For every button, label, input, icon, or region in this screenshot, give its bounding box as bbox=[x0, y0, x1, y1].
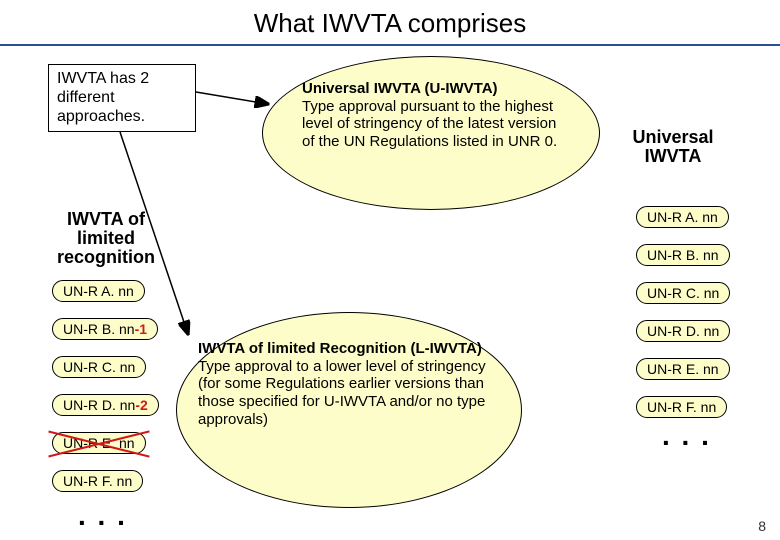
left-pill-1-suffix: -1 bbox=[135, 321, 147, 337]
right-pill-3: UN-R D. nn bbox=[636, 320, 730, 342]
right-pill-5: UN-R F. nn bbox=[636, 396, 727, 418]
left-pill-3-suffix: -2 bbox=[135, 397, 147, 413]
left-pill-2: UN-R C. nn bbox=[52, 356, 146, 378]
left-dots: . . . bbox=[78, 500, 127, 532]
right-pill-0: UN-R A. nn bbox=[636, 206, 729, 228]
right-pill-1: UN-R B. nn bbox=[636, 244, 730, 266]
left-pill-5: UN-R F. nn bbox=[52, 470, 143, 492]
arrows bbox=[0, 0, 780, 540]
right-pill-2: UN-R C. nn bbox=[636, 282, 730, 304]
left-pill-1: UN-R B. nn-1 bbox=[52, 318, 158, 340]
left-pill-0: UN-R A. nn bbox=[52, 280, 145, 302]
left-pill-4: UN-R E. nn bbox=[52, 432, 146, 454]
left-pill-3: UN-R D. nn-2 bbox=[52, 394, 159, 416]
page-number: 8 bbox=[758, 518, 766, 534]
right-pill-4: UN-R E. nn bbox=[636, 358, 730, 380]
right-dots: . . . bbox=[662, 420, 711, 452]
